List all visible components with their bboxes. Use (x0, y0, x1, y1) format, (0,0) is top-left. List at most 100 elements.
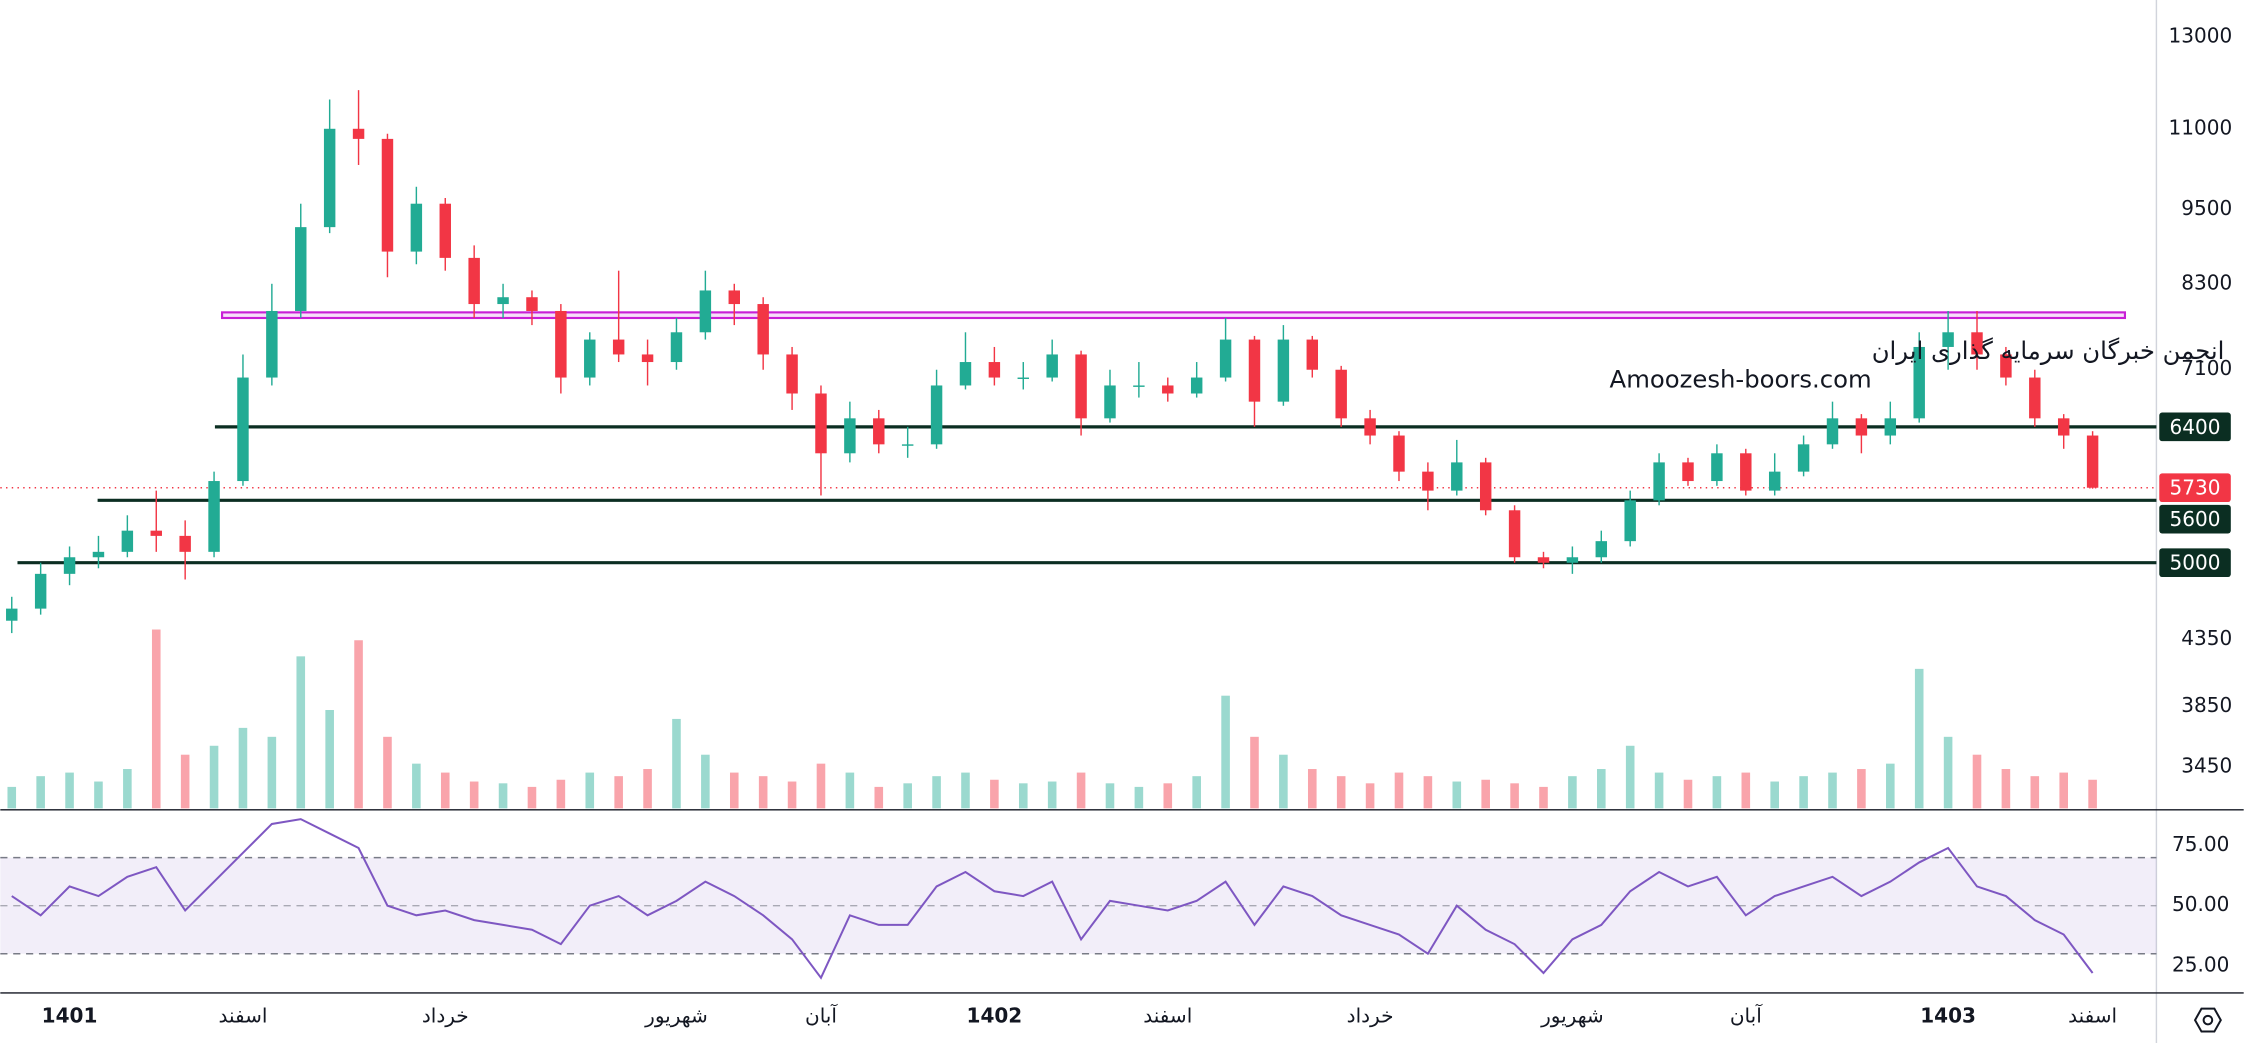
volume-bar (816, 763, 826, 809)
x-tick-label: آبان (805, 1003, 838, 1028)
volume-bar (701, 754, 710, 809)
x-tick-label: آبان (1730, 1003, 1763, 1028)
candle-body (959, 362, 972, 386)
volume-bar (1279, 754, 1288, 809)
candle-body (121, 530, 134, 552)
candle-body (1682, 462, 1694, 482)
candle-body (1595, 541, 1608, 558)
x-tick-label: اسفند (2068, 1004, 2117, 1028)
volume-bar (354, 640, 363, 809)
volume-bar (1828, 772, 1837, 809)
candle-body (208, 481, 220, 552)
candle-body (410, 203, 423, 252)
candle-body (34, 573, 47, 609)
volume-bar (1018, 783, 1028, 809)
settings-icon[interactable] (2193, 1007, 2222, 1033)
candle-body (815, 393, 827, 454)
x-tick-label: 1403 (1920, 1004, 1976, 1028)
y-tick-label: 13000 (2169, 23, 2233, 47)
candle-body (237, 377, 249, 482)
volume-bar (1886, 763, 1895, 809)
volume-bar (238, 727, 248, 809)
volume-bar (1423, 776, 1433, 809)
volume-bar (65, 772, 74, 809)
volume-bar (729, 772, 739, 809)
price-tag (2159, 473, 2231, 503)
candle-body (6, 608, 18, 621)
price-tag (2159, 412, 2231, 442)
volume-bar (903, 783, 912, 809)
candle-body (92, 551, 105, 558)
candle-body (844, 418, 856, 454)
y-tick-label: 9500 (2181, 196, 2232, 220)
volume-bar (672, 718, 681, 809)
candle-layer (6, 90, 2099, 634)
volume-bar (1799, 776, 1808, 809)
candle-body (1393, 435, 1405, 472)
volume-bar (209, 745, 219, 809)
volume-bar (1192, 776, 1201, 809)
candle-body (1624, 500, 1636, 542)
volume-bar (1452, 781, 1462, 809)
candle-body (728, 290, 740, 305)
rsi-tick-label: 75.00 (2172, 832, 2229, 856)
x-tick-label: 1401 (42, 1004, 98, 1028)
candle-body (901, 444, 914, 446)
volume-bar (556, 779, 566, 809)
candle-body (1653, 462, 1665, 501)
volume-bar (440, 772, 450, 809)
volume-bar (36, 776, 45, 809)
volume-bar (2059, 772, 2068, 809)
candle-body (323, 128, 336, 228)
candle-body (2029, 377, 2041, 419)
x-tick-label: اسفند (218, 1004, 267, 1028)
candle-body (526, 297, 538, 311)
candle-body (439, 203, 451, 258)
price-tag-label: 6400 (2170, 415, 2221, 439)
candle-body (497, 297, 509, 305)
candle-body (2000, 354, 2012, 378)
volume-bar (1076, 772, 1086, 809)
candle-body (1104, 385, 1116, 419)
candle-body (1017, 377, 1030, 379)
price-tag (2159, 548, 2231, 578)
settings-dot (2202, 1014, 2214, 1026)
volume-bar (1914, 668, 1924, 809)
volume-bar (1741, 772, 1751, 809)
volume-bar (758, 776, 768, 809)
candle-body (1335, 369, 1347, 419)
volume-bar (2001, 769, 2011, 809)
volume-bar (1683, 779, 1693, 809)
candle-body (1248, 339, 1261, 402)
x-tick-label: خرداد (1347, 1004, 1394, 1028)
volume-bar (2030, 776, 2040, 809)
volume-bar (1510, 783, 1519, 809)
candle-body (1479, 462, 1492, 511)
candle-body (641, 354, 654, 363)
candle-body (757, 304, 769, 355)
candle-body (468, 257, 480, 305)
candle-body (1162, 385, 1174, 394)
candle-body (1884, 418, 1897, 436)
volume-bar (180, 754, 190, 809)
volume-bar (1365, 783, 1375, 809)
candle-body (1277, 339, 1290, 402)
candle-body (988, 362, 1001, 378)
volume-bar (1625, 745, 1635, 809)
candle-body (555, 310, 567, 378)
x-tick-label: خرداد (422, 1004, 469, 1028)
volume-bar (932, 776, 941, 809)
volume-bar (1539, 786, 1548, 809)
candle-body (1797, 444, 1810, 472)
volume-bar (7, 786, 17, 809)
volume-bar (1163, 783, 1173, 809)
price-tag-label: 5730 (2170, 476, 2221, 500)
candle-body (1451, 462, 1463, 491)
y-tick-label: 11000 (2169, 115, 2233, 139)
volume-bar (787, 781, 797, 809)
candle-body (670, 332, 683, 363)
candle-body (2086, 435, 2099, 488)
rsi-tick-label: 50.00 (2172, 892, 2229, 916)
volume-bar (151, 629, 161, 809)
